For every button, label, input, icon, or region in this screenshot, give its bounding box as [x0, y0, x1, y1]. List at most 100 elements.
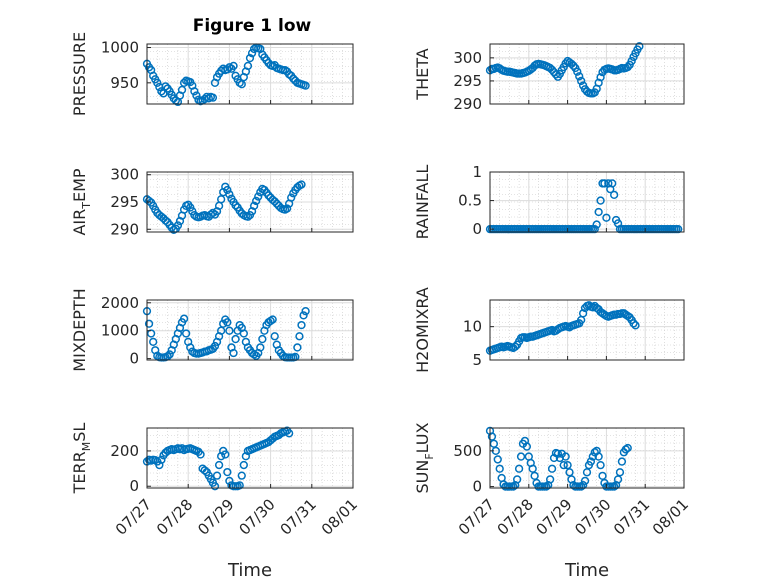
- data-point: [580, 476, 590, 486]
- data-point: [629, 319, 638, 328]
- data-point: [553, 449, 563, 458]
- data-point: [270, 197, 279, 206]
- data-point: [252, 196, 261, 206]
- data-point: [225, 190, 234, 199]
- data-point: [221, 450, 230, 459]
- data-point: [623, 443, 632, 453]
- data-point: [509, 482, 518, 491]
- data-series: [142, 180, 306, 234]
- y-tick-label: 2000: [101, 294, 139, 312]
- x-tick-label: 07/28: [153, 495, 196, 538]
- y-tick-label: 295: [110, 193, 139, 211]
- data-point: [578, 309, 588, 318]
- major-grid: [490, 300, 684, 360]
- data-point: [575, 72, 584, 81]
- data-point: [144, 319, 154, 328]
- data-point: [289, 74, 298, 83]
- figure-title: Figure 1 low: [193, 16, 312, 36]
- data-point: [196, 450, 205, 459]
- y-axis-label-subscript: M: [80, 442, 93, 452]
- data-point: [623, 62, 632, 72]
- y-axis-label-main: AIR: [70, 209, 89, 236]
- data-point: [149, 337, 158, 347]
- data-point: [157, 455, 166, 464]
- data-series: [142, 43, 310, 107]
- data-point: [578, 480, 588, 490]
- data-point: [530, 471, 539, 481]
- data-point: [297, 320, 306, 330]
- y-tick-label: 1: [472, 163, 482, 181]
- axes-box: [489, 43, 685, 105]
- data-point: [181, 329, 191, 338]
- data-point: [615, 468, 625, 477]
- data-point: [493, 455, 502, 464]
- y-tick-label: 10: [463, 318, 482, 336]
- data-point: [674, 224, 683, 234]
- data-point: [190, 87, 199, 96]
- data-point: [522, 442, 532, 451]
- data-point: [161, 216, 170, 225]
- data-point: [621, 445, 630, 454]
- y-tick-label: 300: [110, 166, 139, 184]
- data-point: [264, 191, 273, 200]
- data-point: [569, 61, 578, 70]
- x-axis-label: Time: [227, 560, 272, 581]
- x-tick-label: 07/30: [571, 495, 614, 538]
- data-point: [627, 56, 636, 66]
- data-point: [635, 42, 644, 51]
- data-point: [559, 460, 568, 470]
- data-point: [582, 468, 592, 477]
- data-point: [631, 321, 640, 330]
- data-point: [573, 67, 582, 76]
- data-point: [613, 475, 623, 484]
- x-tick-label: 07/31: [277, 495, 320, 538]
- data-point: [287, 193, 296, 202]
- data-point: [239, 460, 248, 470]
- y-tick-label: 1000: [101, 39, 139, 57]
- y-tick-label: 200: [110, 442, 139, 460]
- y-axis-label: TERRMSL: [70, 423, 93, 495]
- y-axis-label: AIRTEMP: [70, 168, 93, 235]
- data-point: [223, 467, 232, 477]
- x-tick-label: 07/30: [235, 495, 278, 538]
- data-point: [514, 464, 524, 473]
- data-point: [153, 78, 162, 87]
- x-axis-label: Time: [564, 560, 609, 581]
- data-point: [243, 212, 253, 221]
- data-point: [592, 220, 601, 229]
- y-tick-label: 290: [453, 95, 482, 113]
- data-point: [212, 471, 222, 480]
- data-point: [608, 179, 617, 188]
- data-point: [511, 342, 520, 351]
- data-point: [210, 482, 220, 491]
- major-grid: [490, 44, 684, 104]
- y-axis-label-rest: EMP: [70, 168, 89, 202]
- data-point: [577, 482, 586, 491]
- x-tick-label: 07/31: [610, 495, 653, 538]
- data-point: [577, 76, 586, 86]
- data-point: [617, 457, 627, 466]
- y-tick-label: 950: [110, 74, 139, 92]
- data-point: [282, 204, 292, 213]
- data-series: [485, 179, 683, 234]
- data-point: [596, 460, 605, 470]
- data-point: [542, 482, 551, 491]
- data-point: [293, 343, 302, 352]
- data-point: [243, 61, 253, 71]
- y-tick-label: 0: [472, 478, 482, 496]
- data-point: [295, 332, 304, 341]
- data-point: [270, 332, 279, 341]
- data-point: [146, 329, 156, 338]
- data-point: [179, 314, 189, 323]
- data-series: [485, 42, 644, 98]
- x-tick-label: 08/01: [318, 495, 361, 538]
- data-point: [551, 70, 561, 79]
- y-tick-label: 0: [129, 477, 139, 495]
- data-point: [297, 180, 306, 189]
- y-tick-label: 1000: [101, 322, 139, 340]
- y-tick-label: 290: [110, 220, 139, 238]
- data-point: [155, 460, 164, 470]
